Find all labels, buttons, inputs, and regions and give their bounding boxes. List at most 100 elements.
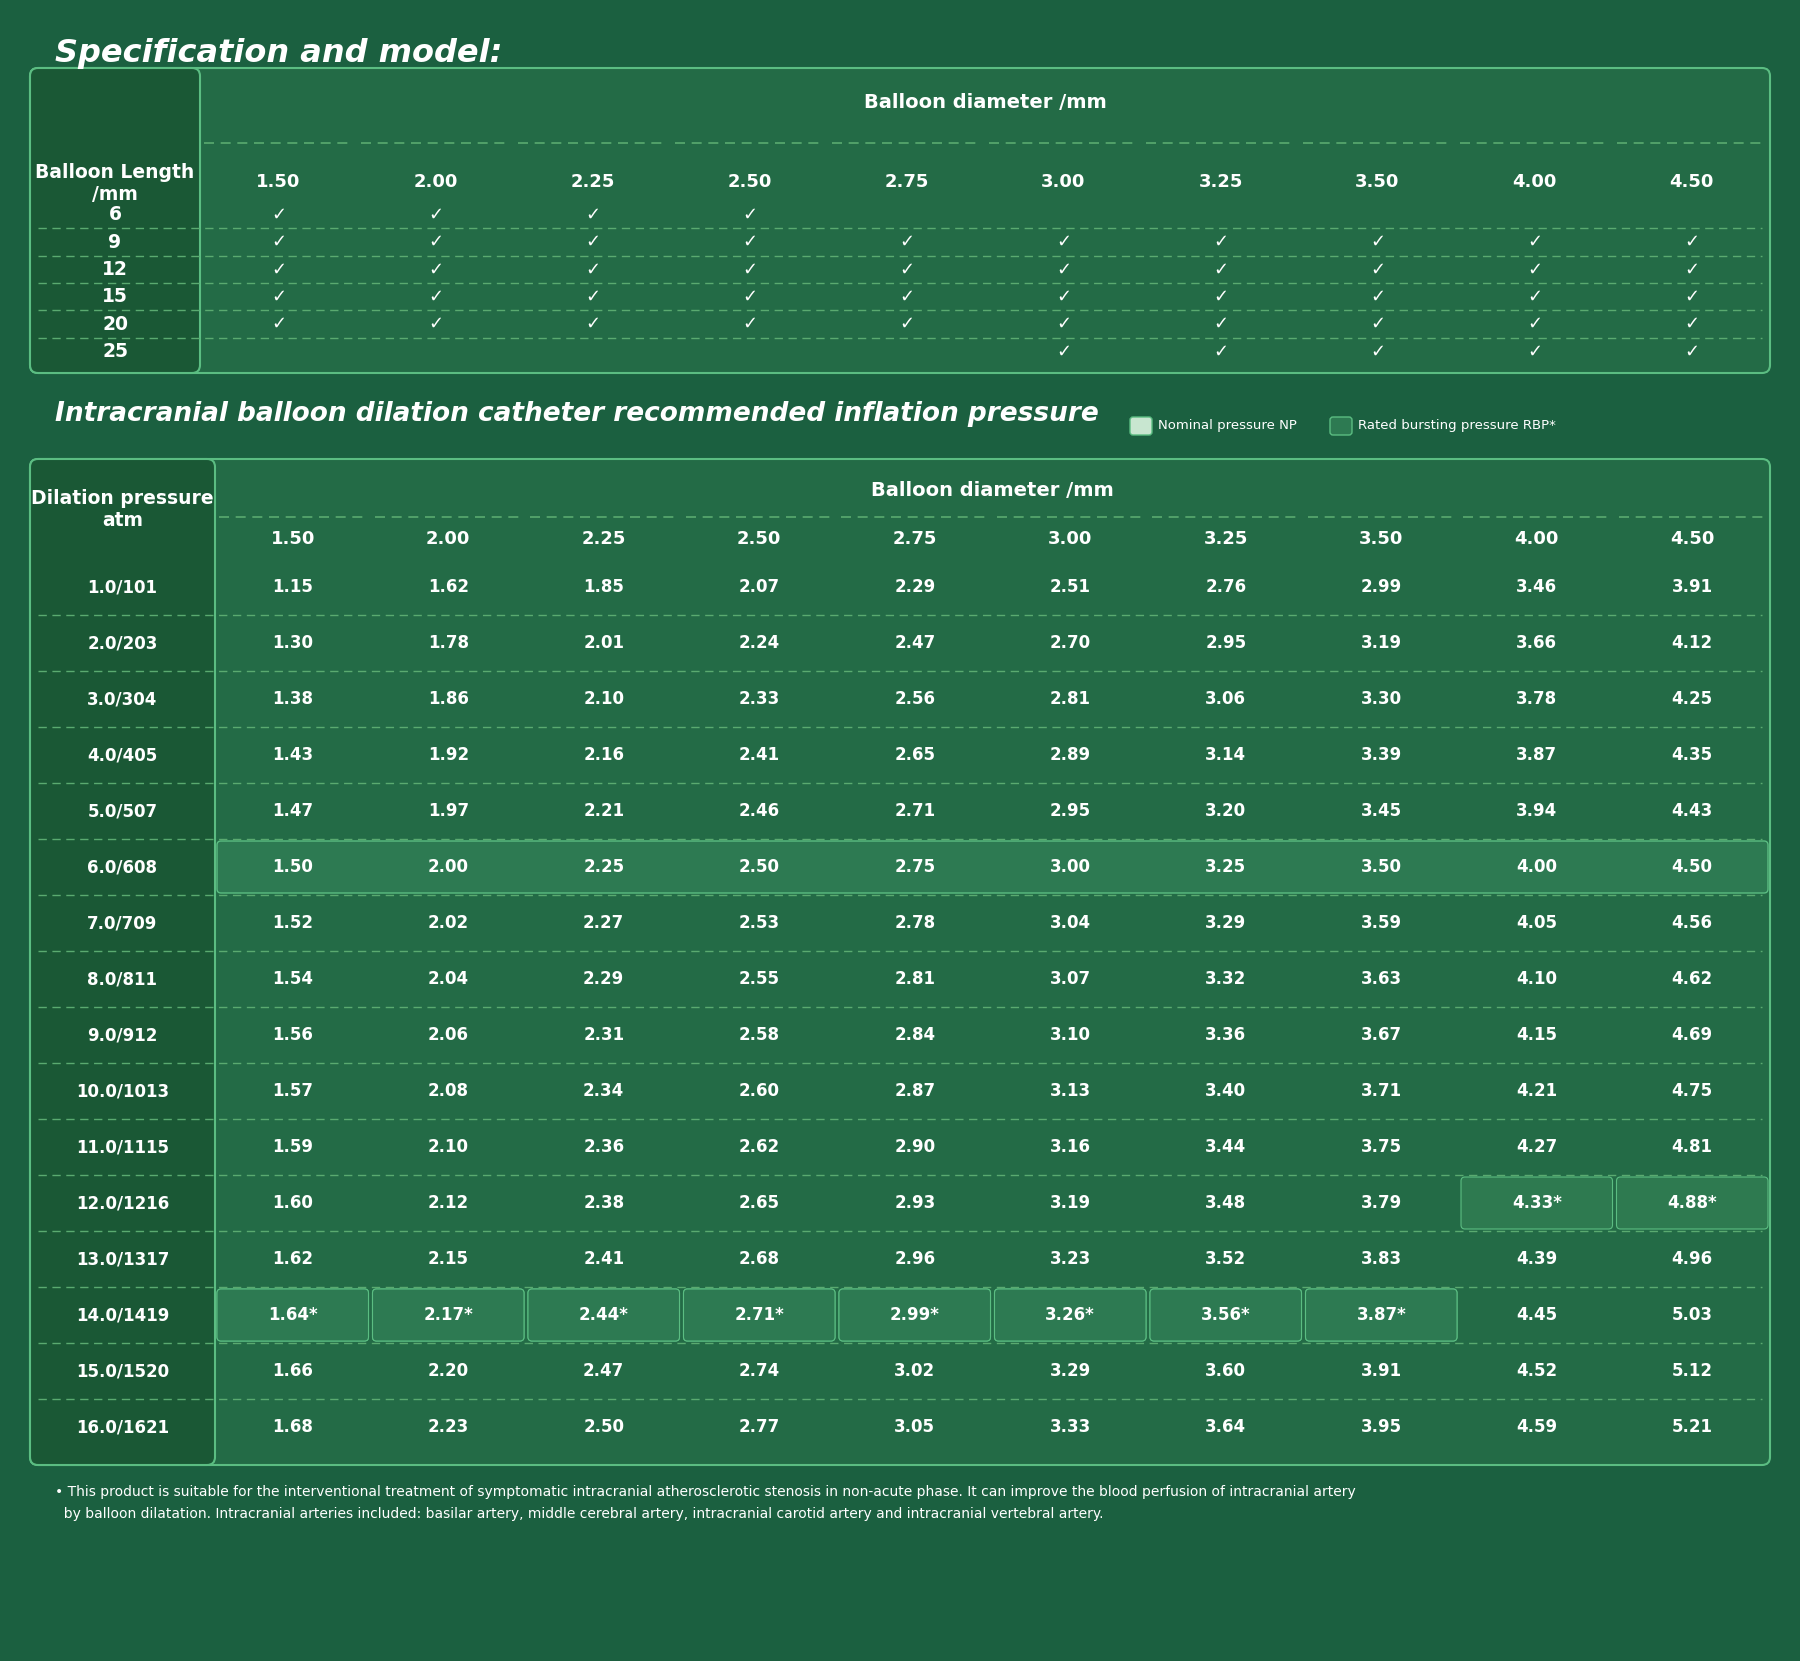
Text: 4.15: 4.15 <box>1516 1026 1557 1045</box>
Text: 20: 20 <box>103 314 128 334</box>
Text: Specification and model:: Specification and model: <box>56 38 502 70</box>
Text: ✓: ✓ <box>428 206 443 224</box>
Text: 3.66: 3.66 <box>1516 635 1557 653</box>
Text: 9.0/912: 9.0/912 <box>88 1026 158 1045</box>
Text: 1.56: 1.56 <box>272 1026 313 1045</box>
Text: ✓: ✓ <box>1685 316 1699 332</box>
Text: ✓: ✓ <box>1526 342 1543 360</box>
Text: 2.15: 2.15 <box>428 1251 468 1267</box>
Text: 4.12: 4.12 <box>1672 635 1714 653</box>
Text: 3.23: 3.23 <box>1049 1251 1091 1267</box>
Text: 2.41: 2.41 <box>738 746 779 764</box>
Text: 1.64*: 1.64* <box>268 1306 317 1324</box>
Text: 5.21: 5.21 <box>1672 1418 1714 1437</box>
Text: ✓: ✓ <box>585 206 599 224</box>
Text: 6: 6 <box>108 206 122 224</box>
Text: 12: 12 <box>103 259 128 279</box>
Text: by balloon dilatation. Intracranial arteries included: basilar artery, middle ce: by balloon dilatation. Intracranial arte… <box>56 1507 1103 1521</box>
Text: 2.50: 2.50 <box>583 1418 625 1437</box>
Text: 2.29: 2.29 <box>583 970 625 988</box>
Text: 3.91: 3.91 <box>1672 578 1714 596</box>
Text: 3.79: 3.79 <box>1361 1194 1402 1213</box>
Text: 3.59: 3.59 <box>1361 914 1402 932</box>
FancyBboxPatch shape <box>31 68 200 374</box>
Text: 5.12: 5.12 <box>1672 1362 1714 1380</box>
Text: ✓: ✓ <box>742 316 758 332</box>
FancyBboxPatch shape <box>527 1289 680 1340</box>
Text: 3.10: 3.10 <box>1049 1026 1091 1045</box>
Text: 2.90: 2.90 <box>895 1138 936 1156</box>
Text: 2.95: 2.95 <box>1206 635 1246 653</box>
Text: 4.52: 4.52 <box>1516 1362 1557 1380</box>
FancyBboxPatch shape <box>684 1289 835 1340</box>
Text: ✓: ✓ <box>1526 316 1543 332</box>
FancyBboxPatch shape <box>994 1289 1147 1340</box>
Text: ✓: ✓ <box>1057 287 1071 306</box>
Text: ✓: ✓ <box>1213 316 1228 332</box>
Text: 2.50: 2.50 <box>727 173 772 191</box>
Text: 3.67: 3.67 <box>1361 1026 1402 1045</box>
Text: 3.13: 3.13 <box>1049 1081 1091 1100</box>
Text: Rated bursting pressure RBP*: Rated bursting pressure RBP* <box>1357 420 1555 432</box>
Text: ✓: ✓ <box>1526 233 1543 251</box>
Text: 1.0/101: 1.0/101 <box>88 578 158 596</box>
Text: 3.56*: 3.56* <box>1201 1306 1251 1324</box>
Text: 1.68: 1.68 <box>272 1418 313 1437</box>
Text: 2.33: 2.33 <box>738 689 779 708</box>
Text: 2.25: 2.25 <box>581 530 626 548</box>
Text: 2.36: 2.36 <box>583 1138 625 1156</box>
Text: Balloon diameter /mm: Balloon diameter /mm <box>871 482 1114 500</box>
Text: 2.34: 2.34 <box>583 1081 625 1100</box>
Text: 2.87: 2.87 <box>895 1081 936 1100</box>
Text: 3.91: 3.91 <box>1361 1362 1402 1380</box>
Text: 3.29: 3.29 <box>1206 914 1246 932</box>
Text: 3.87*: 3.87* <box>1357 1306 1406 1324</box>
Text: 2.81: 2.81 <box>1049 689 1091 708</box>
Text: 2.89: 2.89 <box>1049 746 1091 764</box>
Text: 2.78: 2.78 <box>895 914 936 932</box>
Text: ✓: ✓ <box>1370 261 1384 279</box>
Text: 2.17*: 2.17* <box>423 1306 473 1324</box>
Text: ✓: ✓ <box>898 316 914 332</box>
Text: 2.10: 2.10 <box>428 1138 468 1156</box>
Text: 4.62: 4.62 <box>1672 970 1714 988</box>
Text: ✓: ✓ <box>1370 316 1384 332</box>
FancyBboxPatch shape <box>31 458 214 1465</box>
Text: Balloon Length
/mm: Balloon Length /mm <box>36 163 194 204</box>
Text: 3.52: 3.52 <box>1206 1251 1246 1267</box>
Text: 12.0/1216: 12.0/1216 <box>76 1194 169 1213</box>
Text: 4.00: 4.00 <box>1514 530 1559 548</box>
Text: ✓: ✓ <box>898 287 914 306</box>
Text: 1.43: 1.43 <box>272 746 313 764</box>
Text: 3.14: 3.14 <box>1206 746 1246 764</box>
Text: 3.07: 3.07 <box>1049 970 1091 988</box>
Text: 2.25: 2.25 <box>583 859 625 875</box>
FancyBboxPatch shape <box>218 1289 369 1340</box>
Text: ✓: ✓ <box>742 261 758 279</box>
Text: 2.93: 2.93 <box>895 1194 936 1213</box>
Text: ✓: ✓ <box>272 233 286 251</box>
Text: 3.94: 3.94 <box>1516 802 1557 821</box>
Text: Balloon diameter /mm: Balloon diameter /mm <box>864 93 1107 113</box>
Text: 2.96: 2.96 <box>895 1251 936 1267</box>
Text: 2.50: 2.50 <box>736 530 781 548</box>
Text: 2.84: 2.84 <box>895 1026 936 1045</box>
FancyBboxPatch shape <box>1616 1178 1768 1229</box>
Text: 3.00: 3.00 <box>1042 173 1085 191</box>
Text: 2.31: 2.31 <box>583 1026 625 1045</box>
Text: 1.59: 1.59 <box>272 1138 313 1156</box>
FancyBboxPatch shape <box>31 458 1769 1465</box>
Text: 1.30: 1.30 <box>272 635 313 653</box>
Text: 3.19: 3.19 <box>1049 1194 1091 1213</box>
Text: 7.0/709: 7.0/709 <box>88 914 158 932</box>
Text: 1.50: 1.50 <box>272 859 313 875</box>
Text: 2.20: 2.20 <box>428 1362 468 1380</box>
FancyBboxPatch shape <box>1462 1178 1613 1229</box>
Text: 4.59: 4.59 <box>1516 1418 1557 1437</box>
Text: 4.88*: 4.88* <box>1667 1194 1717 1213</box>
Text: 3.16: 3.16 <box>1049 1138 1091 1156</box>
Text: 3.00: 3.00 <box>1048 530 1093 548</box>
Text: ✓: ✓ <box>898 233 914 251</box>
Text: 4.39: 4.39 <box>1516 1251 1557 1267</box>
Text: 6.0/608: 6.0/608 <box>88 859 158 875</box>
